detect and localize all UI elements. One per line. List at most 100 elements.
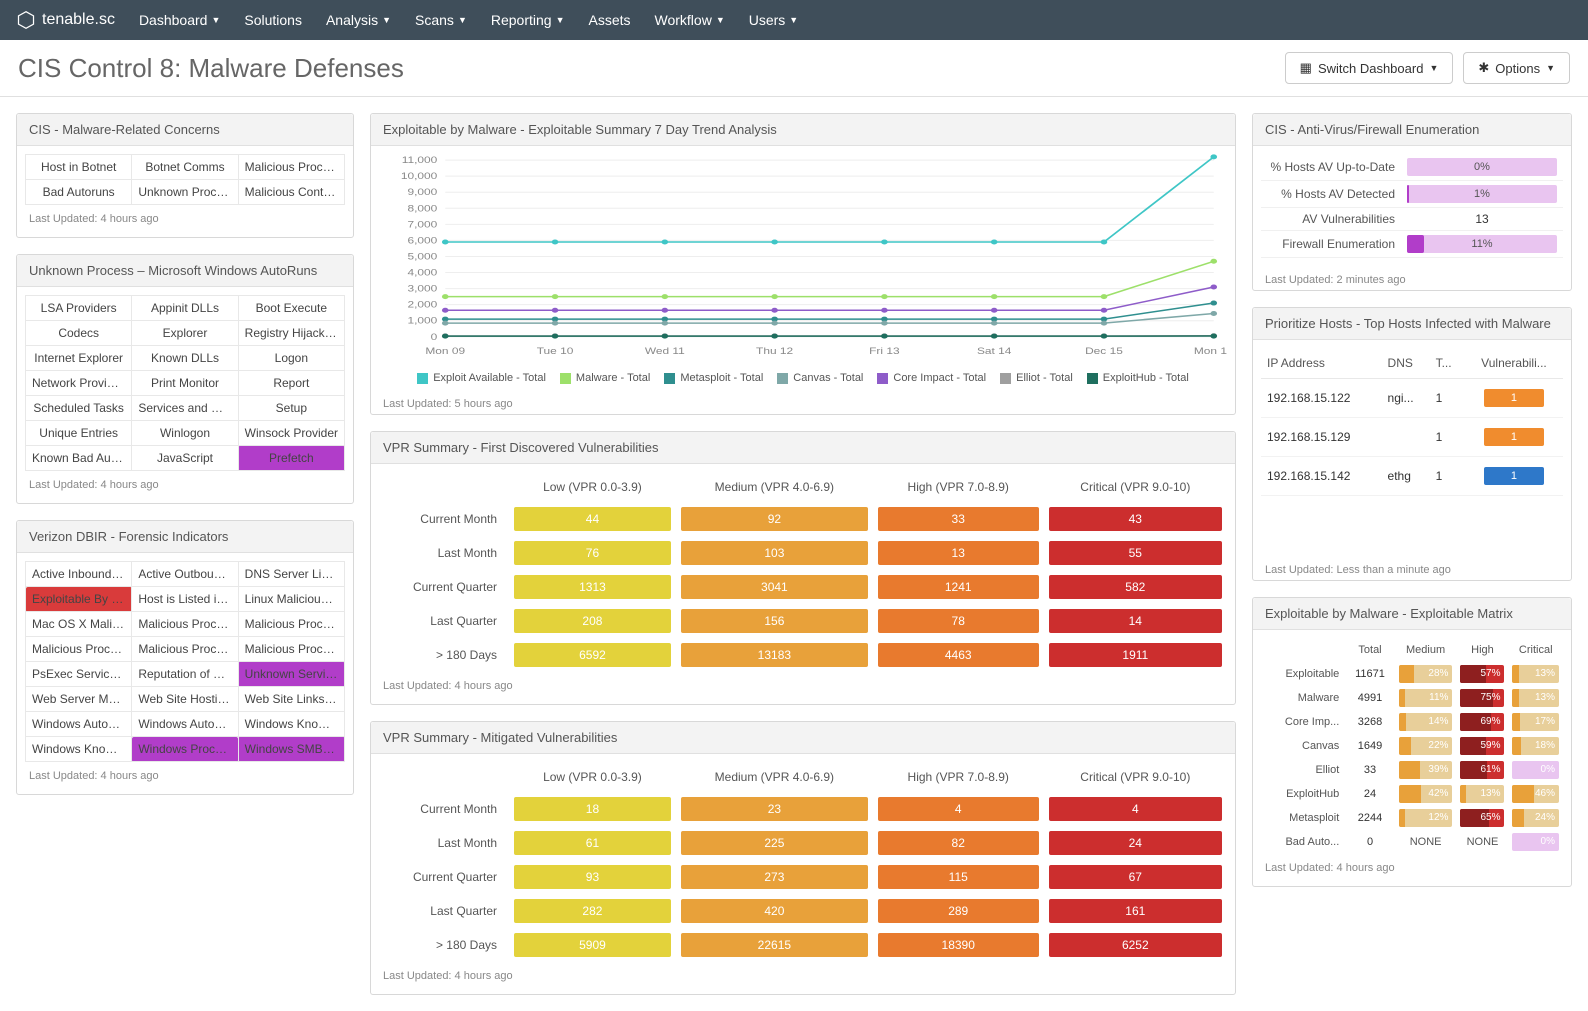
legend-item[interactable]: Canvas - Total: [777, 372, 863, 384]
pct-cell[interactable]: 0%: [1512, 761, 1559, 779]
cell[interactable]: DNS Server Listed in: [238, 562, 344, 587]
vpr-cell[interactable]: 103: [681, 541, 868, 565]
cell[interactable]: Windows Known Process: [26, 737, 132, 762]
vpr-cell[interactable]: 44: [514, 507, 671, 531]
cell[interactable]: Mac OS X Malicious: [26, 612, 132, 637]
legend-item[interactable]: Metasploit - Total: [664, 372, 763, 384]
cell[interactable]: Malicious Process Detected: [26, 637, 132, 662]
nav-assets[interactable]: Assets: [588, 12, 630, 28]
pct-cell[interactable]: 12%: [1399, 809, 1453, 827]
vpr-cell[interactable]: 156: [681, 609, 868, 633]
nav-reporting[interactable]: Reporting▼: [491, 12, 565, 28]
vpr-cell[interactable]: 115: [878, 865, 1039, 889]
vpr-cell[interactable]: 18390: [878, 933, 1039, 957]
pct-cell[interactable]: 75%: [1460, 689, 1504, 707]
legend-item[interactable]: Exploit Available - Total: [417, 372, 546, 384]
cell[interactable]: Windows AutoRuns: [132, 712, 238, 737]
vpr-cell[interactable]: 3041: [681, 575, 868, 599]
nav-solutions[interactable]: Solutions: [244, 12, 302, 28]
cell[interactable]: Malicious Process: [238, 155, 344, 180]
cell[interactable]: Bad Autoruns: [26, 180, 132, 205]
cell[interactable]: JavaScript: [132, 446, 238, 471]
vpr-cell[interactable]: 208: [514, 609, 671, 633]
vpr-cell[interactable]: 82: [878, 831, 1039, 855]
cell[interactable]: Boot Execute: [238, 296, 344, 321]
cell[interactable]: Active Inbound Connections: [26, 562, 132, 587]
pct-cell[interactable]: 24%: [1512, 809, 1559, 827]
cell[interactable]: Known Bad AutoRuns: [26, 446, 132, 471]
vpr-cell[interactable]: 22615: [681, 933, 868, 957]
vpr-cell[interactable]: 5909: [514, 933, 671, 957]
metric-bar[interactable]: 1%: [1407, 185, 1557, 203]
table-row[interactable]: 192.168.15.122ngi...11: [1261, 379, 1563, 418]
logo[interactable]: tenable.sc: [16, 10, 115, 30]
vpr-cell[interactable]: 282: [514, 899, 671, 923]
cell[interactable]: Reputation of Windows: [132, 662, 238, 687]
vpr-cell[interactable]: 4: [878, 797, 1039, 821]
vpr-cell[interactable]: 225: [681, 831, 868, 855]
cell[interactable]: Malicious Process Detected: [238, 637, 344, 662]
cell[interactable]: LSA Providers: [26, 296, 132, 321]
cell[interactable]: Appinit DLLs: [132, 296, 238, 321]
vpr-cell[interactable]: 93: [514, 865, 671, 889]
vuln-badge[interactable]: 1: [1484, 389, 1544, 407]
cell[interactable]: Prefetch: [238, 446, 344, 471]
vpr-cell[interactable]: 420: [681, 899, 868, 923]
pct-cell[interactable]: 42%: [1399, 785, 1453, 803]
cell[interactable]: Linux Malicious Process: [238, 587, 344, 612]
cell[interactable]: Print Monitor: [132, 371, 238, 396]
cell[interactable]: PsExec Service Installed: [26, 662, 132, 687]
metric-bar[interactable]: 11%: [1407, 235, 1557, 253]
nav-scans[interactable]: Scans▼: [415, 12, 467, 28]
cell[interactable]: Malicious Process Detected: [132, 612, 238, 637]
vpr-cell[interactable]: 78: [878, 609, 1039, 633]
cell[interactable]: Winsock Provider: [238, 421, 344, 446]
pct-cell[interactable]: 22%: [1399, 737, 1453, 755]
col-header[interactable]: Vulnerabili...: [1465, 348, 1563, 379]
vuln-badge[interactable]: 1: [1484, 467, 1544, 485]
pct-cell[interactable]: 65%: [1460, 809, 1504, 827]
vuln-badge[interactable]: 1: [1484, 428, 1544, 446]
vpr-cell[interactable]: 161: [1049, 899, 1222, 923]
legend-item[interactable]: Core Impact - Total: [877, 372, 986, 384]
cell[interactable]: Setup: [238, 396, 344, 421]
vpr-cell[interactable]: 67: [1049, 865, 1222, 889]
vpr-cell[interactable]: 289: [878, 899, 1039, 923]
vpr-cell[interactable]: 1241: [878, 575, 1039, 599]
pct-cell[interactable]: 61%: [1460, 761, 1504, 779]
cell[interactable]: Web Server Malicious: [26, 687, 132, 712]
pct-cell[interactable]: 14%: [1399, 713, 1453, 731]
cell[interactable]: Windows Process Information: [132, 737, 238, 762]
cell[interactable]: Malicious Process Detected: [132, 637, 238, 662]
cell[interactable]: Windows AutoRuns: [26, 712, 132, 737]
vpr-cell[interactable]: 1313: [514, 575, 671, 599]
vpr-cell[interactable]: 14: [1049, 609, 1222, 633]
pct-cell[interactable]: 13%: [1512, 665, 1559, 683]
metric-bar[interactable]: 0%: [1407, 158, 1557, 176]
cell[interactable]: Web Site Hosting Malware: [132, 687, 238, 712]
pct-cell[interactable]: 69%: [1460, 713, 1504, 731]
pct-cell[interactable]: 17%: [1512, 713, 1559, 731]
pct-cell[interactable]: 13%: [1460, 785, 1504, 803]
pct-cell[interactable]: 59%: [1460, 737, 1504, 755]
vpr-cell[interactable]: 13: [878, 541, 1039, 565]
col-header[interactable]: DNS: [1382, 348, 1430, 379]
cell[interactable]: Internet Explorer: [26, 346, 132, 371]
nav-dashboard[interactable]: Dashboard▼: [139, 12, 220, 28]
vpr-cell[interactable]: 92: [681, 507, 868, 531]
cell[interactable]: Windows Known Bad: [238, 712, 344, 737]
cell[interactable]: Registry Hijack Possible: [238, 321, 344, 346]
cell[interactable]: Unknown Process: [132, 180, 238, 205]
pct-cell[interactable]: 0%: [1512, 833, 1559, 851]
vpr-cell[interactable]: 18: [514, 797, 671, 821]
cell[interactable]: Logon: [238, 346, 344, 371]
cell[interactable]: Exploitable By Malware: [26, 587, 132, 612]
vpr-cell[interactable]: 6252: [1049, 933, 1222, 957]
col-header[interactable]: T...: [1430, 348, 1465, 379]
switch-dashboard-button[interactable]: ▦ Switch Dashboard ▼: [1285, 52, 1454, 84]
vpr-cell[interactable]: 24: [1049, 831, 1222, 855]
cell[interactable]: Explorer: [132, 321, 238, 346]
vpr-cell[interactable]: 43: [1049, 507, 1222, 531]
pct-cell[interactable]: 13%: [1512, 689, 1559, 707]
cell[interactable]: Web Site Links to Malware: [238, 687, 344, 712]
